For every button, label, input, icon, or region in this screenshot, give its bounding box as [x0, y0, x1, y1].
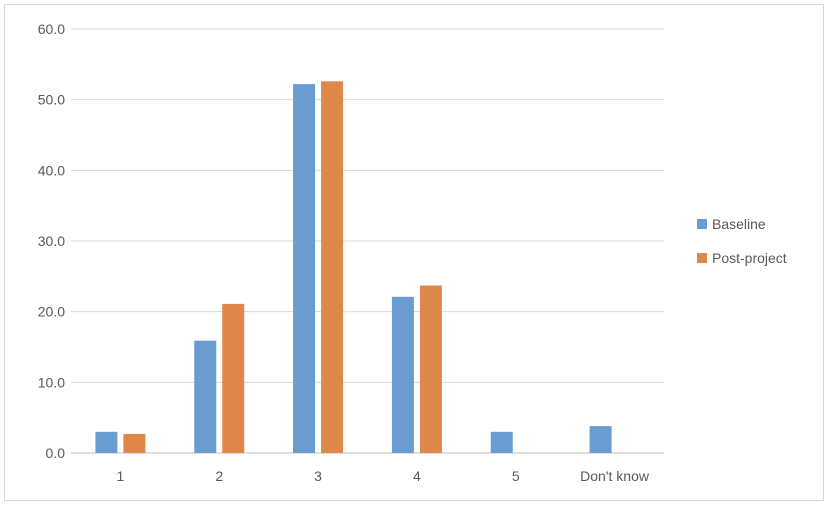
y-tick-label: 50.0 [38, 92, 65, 108]
bars [95, 81, 612, 454]
legend-swatch [697, 253, 707, 263]
chart-frame: 0.0 10.0 20.0 30.0 40.0 50.0 60.0 1 2 3 4 5 Don't k… [4, 4, 824, 501]
y-tick-label: 20.0 [38, 304, 65, 320]
bar-post-project-2 [321, 81, 344, 453]
x-tick-label: 1 [117, 468, 125, 484]
x-tick-label: 2 [215, 468, 223, 484]
bar-baseline-2 [293, 84, 316, 454]
y-axis-tick-labels: 0.0 10.0 20.0 30.0 40.0 50.0 60.0 [38, 21, 65, 461]
y-tick-label: 30.0 [38, 233, 65, 249]
legend: Baseline Post-project [697, 216, 787, 266]
legend-label: Post-project [712, 250, 787, 266]
y-tick-label: 60.0 [38, 21, 65, 37]
bar-baseline-4 [490, 431, 513, 453]
bar-baseline-1 [194, 340, 217, 453]
x-tick-label: 4 [413, 468, 421, 484]
bar-post-project-0 [123, 433, 146, 453]
x-tick-label: Don't know [580, 468, 650, 484]
y-tick-label: 0.0 [46, 445, 66, 461]
gridlines [71, 28, 664, 454]
x-axis-tick-labels: 1 2 3 4 5 Don't know [117, 468, 650, 484]
bar-baseline-5 [589, 426, 612, 453]
bar-baseline-0 [95, 431, 118, 453]
x-tick-label: 3 [314, 468, 322, 484]
bar-baseline-3 [391, 296, 414, 453]
y-tick-label: 10.0 [38, 374, 65, 390]
bar-post-project-3 [419, 285, 442, 453]
legend-swatch [697, 219, 707, 229]
legend-label: Baseline [712, 216, 766, 232]
bar-chart: 0.0 10.0 20.0 30.0 40.0 50.0 60.0 1 2 3 4 5 Don't k… [38, 21, 787, 484]
bar-post-project-1 [222, 303, 245, 453]
x-tick-label: 5 [512, 468, 520, 484]
y-tick-label: 40.0 [38, 162, 65, 178]
